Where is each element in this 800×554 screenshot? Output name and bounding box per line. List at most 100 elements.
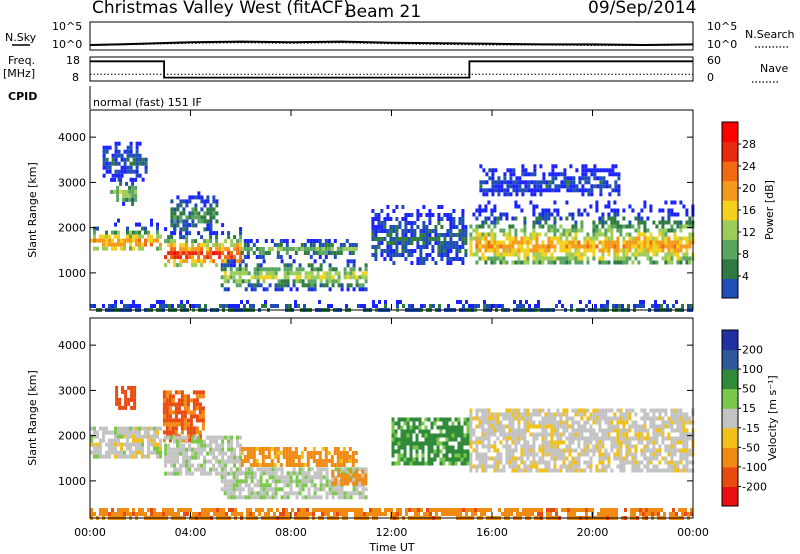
power-cell bbox=[93, 246, 96, 251]
velocity-cell bbox=[221, 455, 225, 460]
power-cell bbox=[144, 157, 148, 162]
velocity-cell bbox=[430, 457, 434, 462]
velocity-cell bbox=[652, 464, 656, 469]
velocity-cell bbox=[165, 394, 169, 399]
power-cell bbox=[608, 184, 612, 189]
power-cell bbox=[316, 271, 320, 276]
velocity-cell bbox=[144, 434, 147, 439]
power-cell bbox=[135, 238, 138, 243]
power-cell bbox=[580, 252, 584, 257]
power-cell bbox=[525, 300, 528, 304]
velocity-cell bbox=[574, 432, 578, 437]
velocity-cell bbox=[268, 467, 272, 472]
power-cell bbox=[512, 180, 516, 185]
velocity-cell bbox=[168, 422, 172, 427]
velocity-cell bbox=[534, 508, 537, 512]
power-cell bbox=[472, 252, 476, 257]
velocity-cell bbox=[460, 453, 464, 458]
velocity-cell bbox=[550, 420, 554, 425]
velocity-cell bbox=[405, 512, 408, 516]
velocity-cell bbox=[203, 459, 207, 464]
velocity-colorbar-swatch bbox=[722, 330, 738, 351]
velocity-cell bbox=[331, 495, 335, 500]
power-cell bbox=[241, 271, 245, 276]
velocity-cell bbox=[544, 420, 548, 425]
power-cell bbox=[547, 224, 551, 229]
power-cell bbox=[681, 304, 684, 308]
velocity-cell bbox=[514, 440, 518, 445]
velocity-cell bbox=[526, 416, 530, 421]
power-cell bbox=[535, 240, 539, 245]
velocity-cell bbox=[117, 454, 120, 459]
power-cell bbox=[138, 173, 142, 178]
power-cell bbox=[218, 243, 222, 248]
velocity-cell bbox=[607, 432, 611, 437]
velocity-cell bbox=[277, 475, 281, 480]
velocity-cell bbox=[505, 436, 509, 441]
velocity-cell bbox=[549, 508, 552, 512]
power-cell bbox=[179, 227, 183, 232]
power-cell bbox=[401, 241, 405, 245]
power-cell bbox=[416, 245, 420, 249]
velocity-cell bbox=[346, 473, 350, 478]
velocity-cell bbox=[297, 508, 300, 512]
velocity-cell bbox=[209, 435, 213, 440]
power-cell bbox=[475, 260, 479, 265]
power-cell bbox=[523, 248, 527, 253]
power-cell bbox=[614, 172, 618, 177]
power-cell bbox=[604, 244, 608, 249]
power-cell bbox=[138, 153, 142, 158]
power-cell bbox=[461, 225, 465, 229]
velocity-cell bbox=[625, 448, 629, 453]
power-cell bbox=[392, 225, 396, 229]
power-cell bbox=[144, 165, 148, 170]
power-cell bbox=[634, 240, 638, 245]
velocity-cell bbox=[195, 398, 199, 403]
power-cell bbox=[533, 188, 537, 193]
power-cell bbox=[639, 300, 642, 304]
velocity-cell bbox=[517, 456, 521, 461]
power-cell bbox=[386, 249, 390, 253]
power-cell bbox=[542, 188, 546, 193]
velocity-cell bbox=[198, 430, 202, 435]
noise-left-tick-bottom: 10^0 bbox=[52, 38, 82, 51]
velocity-cell bbox=[427, 453, 431, 458]
velocity-cell bbox=[652, 424, 656, 429]
power-cell bbox=[607, 200, 611, 205]
velocity-cell bbox=[628, 428, 632, 433]
power-cell bbox=[404, 245, 408, 249]
velocity-cell bbox=[99, 512, 102, 516]
velocity-cell bbox=[339, 459, 343, 463]
velocity-cell bbox=[333, 451, 337, 455]
velocity-cell bbox=[517, 412, 521, 417]
velocity-cell bbox=[123, 426, 126, 431]
velocity-cell bbox=[200, 447, 204, 452]
velocity-cell bbox=[201, 390, 205, 395]
velocity-cell bbox=[580, 432, 584, 437]
velocity-cell bbox=[324, 455, 328, 459]
power-cell bbox=[135, 230, 138, 235]
velocity-cell bbox=[688, 436, 692, 441]
power-cell bbox=[548, 184, 552, 189]
velocity-cell bbox=[499, 428, 503, 433]
power-cell bbox=[138, 157, 142, 162]
power-cell bbox=[343, 271, 347, 276]
velocity-cell bbox=[400, 417, 404, 422]
power-cell bbox=[239, 259, 243, 264]
power-cell bbox=[601, 216, 605, 221]
power-cell bbox=[661, 208, 665, 213]
power-cell bbox=[232, 263, 236, 268]
power-cell bbox=[599, 168, 603, 173]
velocity-cell bbox=[147, 446, 150, 451]
power-cell bbox=[604, 232, 608, 237]
power-cell bbox=[437, 249, 441, 253]
velocity-cell bbox=[195, 402, 199, 407]
velocity-cell bbox=[282, 451, 286, 455]
power-cell bbox=[183, 304, 186, 308]
velocity-cell bbox=[466, 437, 470, 442]
velocity-cell bbox=[625, 428, 629, 433]
velocity-cell bbox=[168, 508, 171, 512]
power-cell bbox=[664, 260, 668, 265]
velocity-cell bbox=[200, 443, 204, 448]
power-cell bbox=[236, 243, 240, 248]
